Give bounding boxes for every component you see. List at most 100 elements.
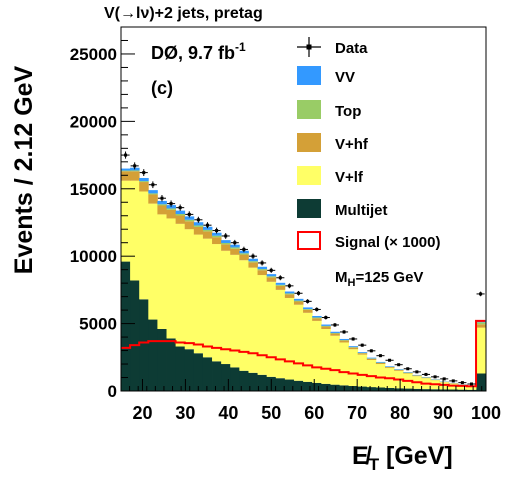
bar-top (293, 300, 304, 302)
bar-v-hf (275, 285, 286, 290)
data-point (248, 253, 258, 259)
bar-top (184, 219, 195, 222)
bar-vv (157, 200, 167, 205)
data-point (476, 291, 485, 297)
bar-v-hf (257, 270, 268, 276)
bar-v-hf (221, 244, 231, 251)
bar-top (312, 317, 322, 319)
bar-top (321, 325, 331, 327)
data-point (394, 363, 403, 367)
bar-v-hf (476, 324, 486, 328)
bar-vv (184, 216, 195, 220)
bar-top (476, 322, 486, 325)
bar-v-hf (166, 209, 177, 219)
bar-multijet (293, 380, 304, 391)
data-point (330, 323, 339, 327)
y-tick-label: 20000 (70, 112, 117, 131)
bar-v-lf (275, 289, 286, 379)
data-point (139, 169, 148, 177)
bar-v-lf (330, 335, 340, 385)
bar-vv (221, 240, 231, 243)
bar-v-hf (212, 237, 222, 245)
bar-v-lf (366, 359, 377, 388)
bar-v-lf (293, 304, 304, 381)
data-point (230, 239, 239, 246)
bar-multijet (184, 349, 195, 391)
x-tick-label: 70 (347, 403, 367, 423)
data-point (239, 246, 248, 253)
x-tick-label: 80 (390, 403, 410, 423)
bar-multijet (121, 261, 131, 391)
bar-multijet (457, 389, 468, 391)
x-tick-label: 40 (218, 403, 238, 423)
data-point (167, 200, 176, 207)
data-point (194, 216, 203, 223)
bar-multijet (448, 389, 459, 391)
plot-border (120, 26, 487, 392)
bar-vv (266, 274, 277, 277)
bar-top (148, 193, 158, 195)
bar-multijet (476, 373, 486, 391)
bar-vv (385, 366, 395, 367)
bar-vv (321, 324, 331, 326)
y-tick-label: 25000 (70, 45, 117, 64)
data-point (321, 315, 330, 320)
bar-multijet (248, 372, 258, 391)
bar-v-hf (394, 369, 404, 371)
bar-vv (148, 190, 158, 194)
bar-top (221, 242, 231, 245)
bar-multijet (193, 353, 204, 391)
bar-v-lf (139, 191, 149, 300)
bar-top (175, 213, 186, 216)
bar-v-lf (166, 218, 177, 339)
bar-top (230, 247, 240, 249)
bar-vv (348, 346, 359, 348)
legend-data-marker (297, 37, 321, 57)
data-point (130, 162, 139, 170)
bar-v-lf (303, 312, 313, 382)
bar-v-hf (239, 254, 249, 261)
bar-multijet (385, 387, 395, 391)
bar-multijet (175, 346, 186, 391)
bar-v-hf (348, 347, 359, 350)
y-tick-labels: 0 5000 10000 15000 20000 25000 (70, 45, 117, 401)
bar-v-lf (202, 238, 213, 358)
data-point (176, 204, 185, 211)
data-point (285, 283, 294, 289)
bar-top (239, 253, 249, 255)
mass-label: MH=125 GeV (335, 269, 423, 289)
data-point (349, 337, 358, 341)
bar-v-lf (175, 223, 186, 347)
legend-swatch-multijet (297, 199, 321, 218)
y-tick-label: 0 (108, 382, 117, 401)
data-point (376, 354, 385, 358)
bar-top (121, 170, 131, 172)
bar-multijet (394, 388, 404, 391)
bar-v-hf (230, 248, 240, 255)
bar-v-hf (321, 326, 331, 329)
legend-swatch-signal (297, 231, 321, 250)
data-point (339, 330, 349, 334)
bar-v-lf (321, 328, 331, 384)
data-point (121, 151, 130, 159)
x-tick-label: 100 (471, 403, 501, 423)
legend-label-data: Data (335, 40, 368, 57)
bar-vv (248, 258, 258, 262)
data-point (303, 299, 312, 304)
bar-v-hf (375, 362, 386, 365)
bar-v-lf (339, 342, 349, 386)
bar-vv (193, 222, 204, 226)
bar-multijet (148, 319, 158, 391)
y-axis-label: Events / 2.12 GeV (10, 65, 38, 274)
bar-multijet (439, 389, 450, 391)
bar-top (248, 261, 258, 263)
legend: Data VV Top V+hf V+lf Multijet Signal (×… (297, 37, 440, 289)
bar-v-lf (375, 364, 386, 388)
bar-v-hf (293, 301, 304, 305)
bar-v-hf (175, 215, 186, 224)
bar-v-lf (357, 354, 368, 387)
bar-vv (230, 244, 240, 248)
data-point (157, 194, 167, 202)
bar-multijet (421, 389, 431, 391)
bar-multijet (466, 389, 477, 391)
